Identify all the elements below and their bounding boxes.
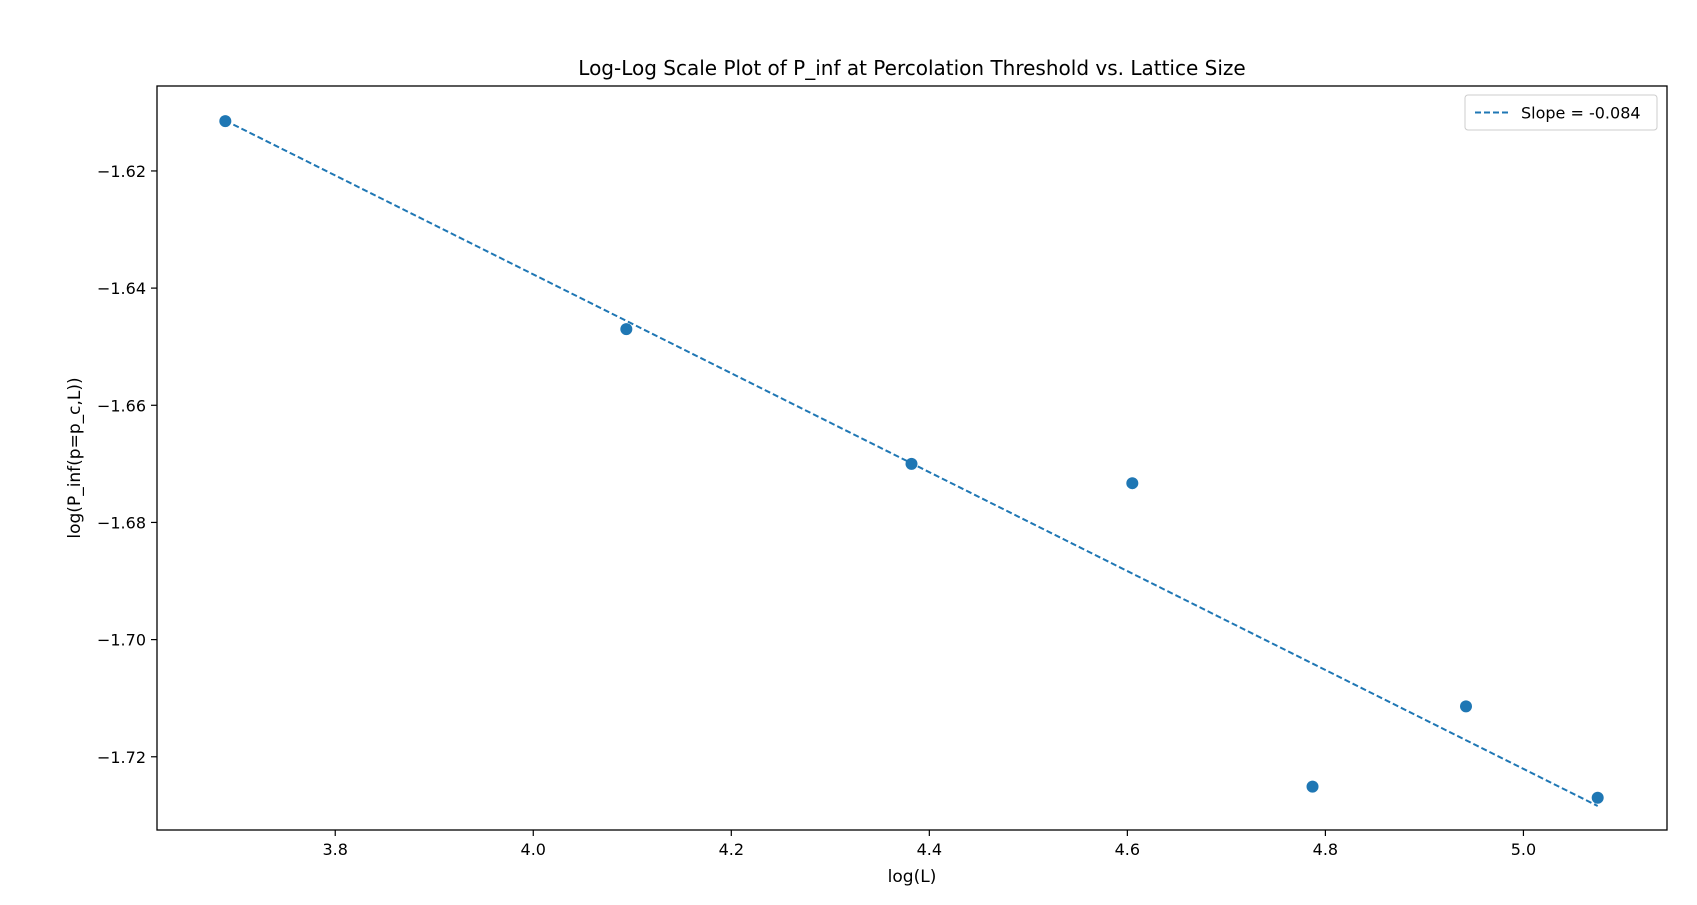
- chart-title: Log-Log Scale Plot of P_inf at Percolati…: [578, 56, 1245, 80]
- x-tick-label: 4.6: [1115, 840, 1140, 859]
- x-tick-label: 4.4: [917, 840, 942, 859]
- x-tick-label: 4.8: [1313, 840, 1338, 859]
- data-point: [1126, 477, 1139, 490]
- x-tick-label: 5.0: [1511, 840, 1536, 859]
- y-tick-label: −1.66: [97, 396, 146, 415]
- y-tick-label: −1.68: [97, 513, 146, 532]
- plot-marks: [219, 115, 1604, 807]
- x-tick-label: 4.0: [521, 840, 546, 859]
- y-axis-ticks: −1.62 −1.64 −1.66 −1.68 −1.70 −1.72: [97, 162, 157, 767]
- x-axis-label: log(L): [888, 867, 937, 887]
- legend-box: [1464, 94, 1658, 131]
- x-tick-label: 4.2: [719, 840, 744, 859]
- data-point: [219, 115, 232, 128]
- data-point: [905, 457, 918, 470]
- data-point: [1306, 780, 1319, 793]
- data-point: [620, 323, 633, 336]
- y-tick-label: −1.62: [97, 162, 146, 181]
- x-tick-label: 3.8: [323, 840, 348, 859]
- legend-label: Slope = -0.084: [1521, 104, 1641, 123]
- y-tick-label: −1.72: [97, 748, 146, 767]
- data-point: [1591, 791, 1604, 804]
- y-tick-label: −1.64: [97, 279, 146, 298]
- legend: Slope = -0.084: [1464, 94, 1658, 131]
- plot-frame: [156, 85, 1668, 831]
- y-axis-label: log(P_inf(p=p_c,L)): [65, 377, 85, 538]
- y-tick-label: −1.70: [97, 631, 146, 650]
- data-point: [1459, 700, 1472, 713]
- x-axis-ticks: 3.8 4.0 4.2 4.4 4.6 4.8 5.0: [323, 830, 1536, 859]
